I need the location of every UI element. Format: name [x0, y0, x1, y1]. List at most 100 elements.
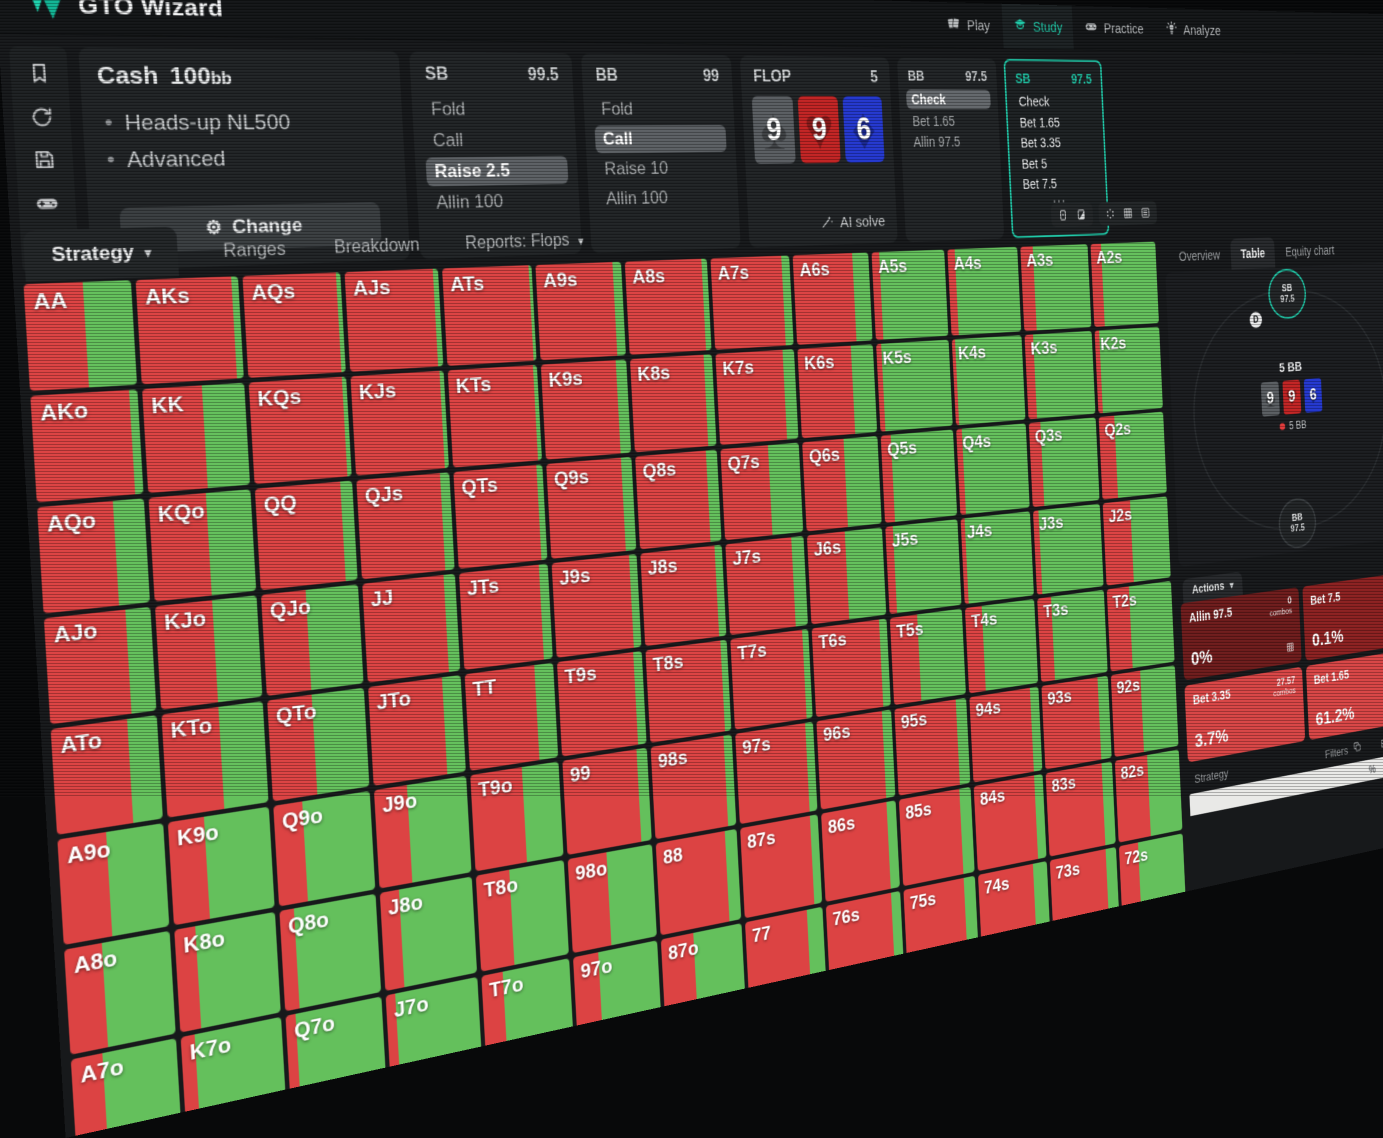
cell-a7s[interactable]: A7s [710, 255, 794, 350]
action-fold[interactable]: Fold [430, 98, 466, 120]
action-bet-3-35[interactable]: Bet 3.35 [1020, 134, 1062, 151]
cell-kk[interactable]: KK [142, 382, 251, 494]
cell-jts[interactable]: JTs [458, 563, 553, 670]
cell-aqo[interactable]: AQo [37, 498, 150, 614]
cell-qq[interactable]: QQ [254, 480, 358, 591]
action-call[interactable]: Call [594, 124, 727, 154]
cell-j9o[interactable]: J9o [373, 775, 472, 889]
cell-q9o[interactable]: Q9o [273, 790, 376, 907]
action-fold[interactable]: Fold [600, 98, 634, 120]
action-allin-97-5[interactable]: Allin 97.5 [913, 133, 961, 150]
nav-play[interactable]: Play [934, 2, 1002, 48]
action-check[interactable]: Check [1018, 93, 1050, 110]
cell-jto[interactable]: JTo [368, 674, 466, 786]
cell-q6s[interactable]: Q6s [802, 435, 882, 532]
cell-aa[interactable]: AA [23, 280, 138, 392]
cell-j2s[interactable]: J2s [1102, 496, 1171, 586]
cell-kto[interactable]: KTo [161, 701, 269, 818]
cell-74s[interactable]: 74s [978, 861, 1051, 960]
cell-t3s[interactable]: T3s [1037, 589, 1108, 683]
cell-98o[interactable]: 98o [567, 844, 657, 954]
cell-82s[interactable]: 82s [1114, 749, 1183, 843]
cell-66[interactable]: 66 [830, 981, 909, 1086]
cell-a4s[interactable]: A4s [947, 246, 1022, 336]
save-icon[interactable] [31, 147, 57, 172]
cell-87s[interactable]: 87s [740, 814, 823, 919]
cell-96o[interactable]: 96o [578, 1036, 668, 1138]
cell-97s[interactable]: 97s [735, 721, 818, 825]
brand[interactable]: GTO Wizard [0, 0, 225, 36]
cell-72s[interactable]: 72s [1118, 833, 1187, 928]
cell-43s[interactable]: 43s [1062, 1102, 1132, 1138]
cell-q8o[interactable]: Q8o [279, 893, 382, 1012]
nav-analyze[interactable]: Analyze [1154, 8, 1231, 52]
cell-k5s[interactable]: K5s [876, 339, 953, 432]
tab-strategy[interactable]: Strategy ▾ [22, 226, 179, 282]
filters-tab[interactable]: Filters [1325, 740, 1362, 761]
cell-t7s[interactable]: T7s [730, 628, 813, 730]
cell-q2s[interactable]: Q2s [1098, 411, 1167, 500]
cell-kjs[interactable]: KJs [350, 370, 449, 476]
cell-k4s[interactable]: K4s [951, 335, 1026, 426]
cell-k6s[interactable]: K6s [797, 344, 878, 439]
cell-93s[interactable]: 93s [1041, 675, 1112, 770]
cell-53s[interactable]: 53s [1058, 1017, 1128, 1117]
cell-83s[interactable]: 83s [1045, 761, 1116, 857]
contrast-icon[interactable] [1076, 208, 1086, 221]
cell-76s[interactable]: 76s [825, 890, 905, 995]
cell-kts[interactable]: KTs [447, 364, 543, 468]
cell-73s[interactable]: 73s [1049, 846, 1120, 944]
cell-ato[interactable]: ATo [50, 715, 163, 835]
action-allin-100[interactable]: Allin 100 [605, 187, 669, 209]
cell-98s[interactable]: 98s [650, 734, 737, 840]
list-icon[interactable] [1140, 207, 1150, 219]
cell-64s[interactable]: 64s [982, 947, 1055, 1049]
cell-aqs[interactable]: AQs [242, 272, 346, 378]
cell-84s[interactable]: 84s [973, 773, 1047, 872]
cell-65s[interactable]: 65s [907, 964, 984, 1067]
cell-a2s[interactable]: A2s [1090, 241, 1159, 327]
cell-42s[interactable]: 42s [1130, 1084, 1198, 1138]
cell-t8o[interactable]: T8o [475, 859, 569, 972]
cell-96s[interactable]: 96s [816, 709, 896, 810]
deck-icon[interactable] [1058, 209, 1068, 222]
cell-94s[interactable]: 94s [969, 686, 1043, 783]
cell-65o[interactable]: 65o [835, 1071, 914, 1138]
cell-j7o[interactable]: J7o [385, 976, 483, 1094]
cell-j8o[interactable]: J8o [379, 876, 478, 992]
cell-k7o[interactable]: K7o [180, 1016, 287, 1138]
cell-99[interactable]: 99 [562, 747, 652, 855]
action-call[interactable]: Call [432, 129, 464, 151]
cell-86s[interactable]: 86s [821, 800, 900, 902]
cell-55[interactable]: 55 [912, 1052, 988, 1138]
cell-j6s[interactable]: J6s [806, 527, 887, 625]
gamepad-icon[interactable] [34, 190, 60, 215]
cell-j8s[interactable]: J8s [640, 544, 727, 647]
cell-92s[interactable]: 92s [1110, 665, 1179, 758]
cell-t8s[interactable]: T8s [645, 639, 732, 743]
cell-k9o[interactable]: K9o [167, 806, 275, 926]
cell-k7s[interactable]: K7s [715, 349, 799, 446]
cell-q3s[interactable]: Q3s [1028, 417, 1100, 508]
cell-85s[interactable]: 85s [898, 786, 975, 887]
cell-87o[interactable]: 87o [660, 923, 747, 1032]
nav-practice[interactable]: Practice [1074, 6, 1155, 51]
cell-t4s[interactable]: T4s [964, 598, 1039, 694]
cell-t9s[interactable]: T9s [556, 650, 647, 757]
grid-icon[interactable] [1123, 207, 1133, 219]
cell-k6o[interactable]: K6o [187, 1121, 293, 1138]
cell-97o[interactable]: 97o [573, 940, 662, 1052]
cell-kqs[interactable]: KQs [248, 376, 352, 485]
cell-54s[interactable]: 54s [986, 1034, 1060, 1137]
cell-t7o[interactable]: T7o [481, 958, 575, 1072]
cell-j3s[interactable]: J3s [1032, 503, 1104, 595]
cell-75o[interactable]: 75o [754, 1090, 837, 1138]
cell-kqo[interactable]: KQo [148, 489, 257, 602]
action-card-allin-97-5[interactable]: Allin 97.5 0 combos 0% [1180, 587, 1302, 681]
cell-t6s[interactable]: T6s [811, 618, 891, 718]
action-bet-1-65[interactable]: Bet 1.65 [1019, 114, 1061, 130]
cell-ajo[interactable]: AJo [43, 606, 157, 725]
cell-63s[interactable]: 63s [1053, 932, 1124, 1031]
cell-qjo[interactable]: QJo [260, 584, 364, 696]
cell-q4s[interactable]: Q4s [956, 423, 1030, 515]
